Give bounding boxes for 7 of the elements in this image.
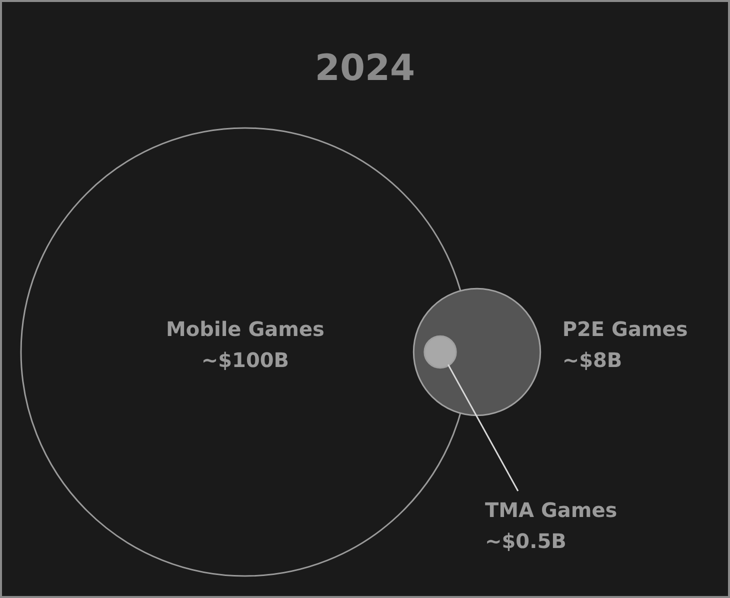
data-label: ~$0.5B [485,528,568,555]
text: 2024 [314,48,416,89]
data-label: ~$8B [562,347,624,374]
category-label: P2E Games [562,316,688,343]
category-label: Mobile Games [166,316,324,343]
category-label: TMA Games [485,497,618,524]
data-label: ~$100B [200,347,290,374]
